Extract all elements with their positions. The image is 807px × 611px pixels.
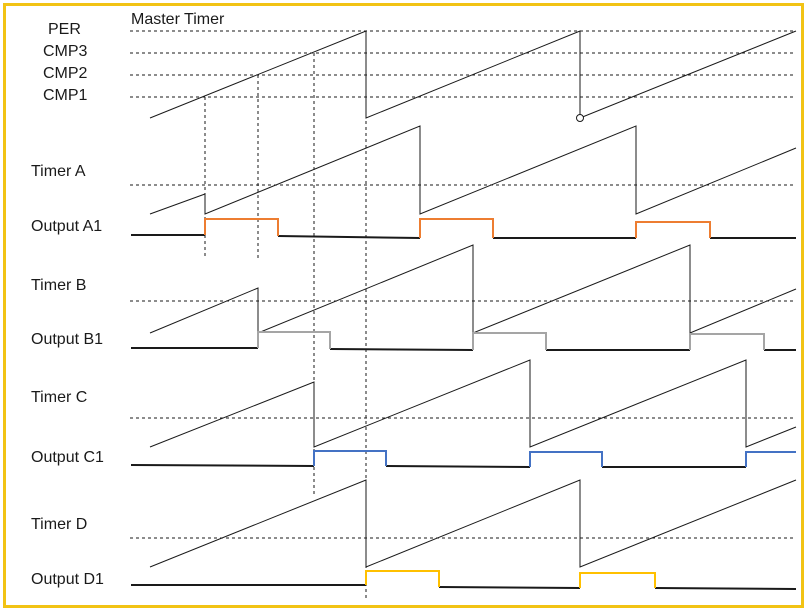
output-a1-signal: [131, 218, 796, 239]
output-d1-signal: [131, 570, 797, 590]
output-b1-label: Output B1: [31, 331, 104, 348]
master-reset-marker: [576, 114, 584, 122]
output-b1-signal: [131, 331, 796, 351]
per-label: PER: [48, 21, 81, 38]
timer-c-label: Timer C: [31, 389, 88, 406]
timer-a-label: Timer A: [31, 163, 86, 180]
output-a1-label: Output A1: [31, 218, 103, 235]
cmp3-label: CMP3: [43, 43, 88, 60]
timer-b-label: Timer B: [31, 277, 87, 294]
diagram-frame: [3, 3, 804, 608]
output-d1-label: Output D1: [31, 571, 104, 588]
master-timer-ramp: [149, 30, 797, 122]
timer-d-label: Timer D: [31, 516, 88, 533]
reference-lines: [130, 30, 796, 600]
cmp1-label: CMP1: [43, 87, 88, 104]
output-c1-label: Output C1: [31, 449, 104, 466]
timer-b-ramp: [149, 244, 797, 334]
timer-d-ramp: [149, 479, 797, 568]
timer-a-ramp: [149, 125, 797, 215]
master-timer-title: Master Timer: [131, 11, 225, 28]
output-c1-signal: [130, 450, 796, 468]
timer-c-ramp: [149, 359, 797, 448]
cmp2-label: CMP2: [43, 65, 88, 82]
